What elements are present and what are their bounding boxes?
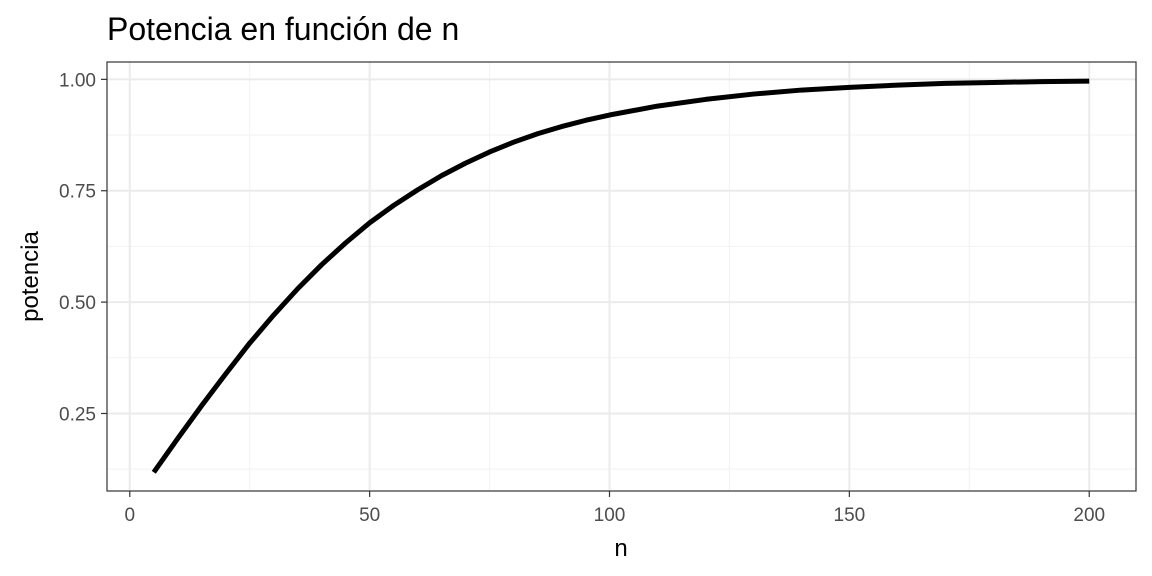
x-tick-label: 50 xyxy=(359,505,380,526)
x-tick-label: 150 xyxy=(834,505,866,526)
y-tick-label: 1.00 xyxy=(59,70,96,91)
x-tick-label: 0 xyxy=(124,505,135,526)
y-tick-label: 0.50 xyxy=(59,293,96,314)
panel-border xyxy=(106,61,1137,492)
power-curve xyxy=(151,78,1090,474)
x-axis: 0 50 100 150 200 xyxy=(124,491,1105,526)
x-tick-label: 200 xyxy=(1073,505,1105,526)
minor-gridlines xyxy=(107,62,1136,491)
y-axis: 0.25 0.50 0.75 1.00 xyxy=(59,70,107,425)
y-axis-title: potencia xyxy=(17,230,44,321)
x-tick-label: 100 xyxy=(594,505,626,526)
chart-title: Potencia en función de n xyxy=(107,11,459,47)
x-axis-title: n xyxy=(614,535,627,562)
y-tick-label: 0.75 xyxy=(59,182,96,203)
major-gridlines xyxy=(107,62,1136,491)
y-tick-label: 0.25 xyxy=(59,404,96,425)
